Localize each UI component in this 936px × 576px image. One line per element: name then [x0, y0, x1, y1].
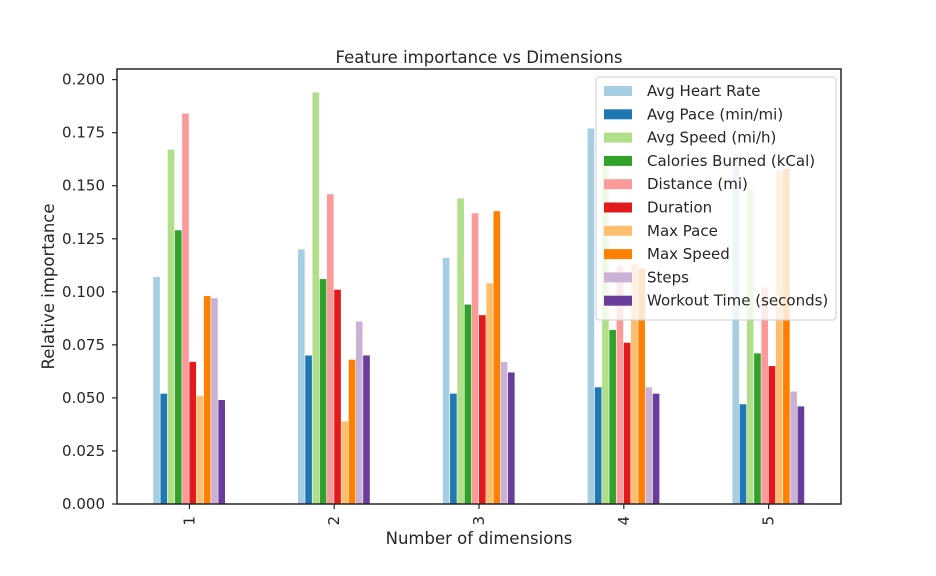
- y-tick-label: 0.000: [62, 495, 105, 513]
- legend-label: Steps: [647, 268, 689, 286]
- bar-workout-time-seconds-dim-1: [218, 400, 226, 504]
- y-tick-label: 0.125: [62, 230, 105, 248]
- legend-swatch: [604, 295, 632, 306]
- chart-title: Feature importance vs Dimensions: [335, 48, 622, 67]
- legend-label: Distance (mi): [647, 175, 748, 193]
- bar-max-pace-dim-2: [341, 421, 349, 504]
- bar-max-speed-dim-2: [348, 359, 356, 504]
- bar-avg-speed-mi-h-dim-1: [167, 149, 175, 504]
- bar-workout-time-seconds-dim-4: [652, 393, 660, 504]
- bar-duration-dim-2: [334, 289, 341, 504]
- bar-workout-time-seconds-dim-5: [797, 406, 805, 504]
- bar-distance-mi-dim-5: [761, 287, 769, 504]
- y-tick-label: 0.050: [62, 389, 105, 407]
- bars-group: [153, 92, 805, 505]
- bar-workout-time-seconds-dim-3: [507, 372, 515, 504]
- legend-swatch: [604, 109, 632, 120]
- x-axis-ticks: 1 2 3 4 5: [180, 504, 778, 526]
- bar-avg-speed-mi-h-dim-5: [746, 189, 754, 504]
- legend-label: Duration: [647, 199, 712, 217]
- legend-label: Avg Heart Rate: [647, 82, 760, 100]
- bar-steps-dim-4: [645, 387, 653, 504]
- bar-workout-time-seconds-dim-2: [363, 355, 370, 504]
- legend-swatch: [604, 202, 632, 213]
- bar-avg-pace-min-mi-dim-1: [160, 393, 168, 504]
- bar-steps-dim-5: [790, 391, 797, 504]
- y-tick-label: 0.100: [62, 283, 105, 301]
- legend-label: Workout Time (seconds): [647, 292, 828, 310]
- bar-avg-heart-rate-dim-5: [732, 158, 740, 504]
- bar-avg-pace-min-mi-dim-5: [739, 404, 747, 504]
- bar-max-speed-dim-1: [203, 296, 211, 504]
- x-tick-label: 2: [325, 516, 343, 526]
- bar-calories-burned-kcal-dim-3: [464, 304, 472, 504]
- legend-swatch: [604, 86, 632, 96]
- bar-calories-burned-kcal-dim-2: [319, 279, 327, 504]
- bar-max-pace-dim-5: [775, 170, 783, 504]
- legend-swatch: [604, 225, 632, 236]
- legend-swatch: [604, 132, 632, 143]
- bar-avg-pace-min-mi-dim-3: [450, 393, 457, 504]
- x-tick-label: 5: [760, 516, 778, 526]
- legend-label: Avg Pace (min/mi): [647, 105, 783, 123]
- x-tick-label: 1: [180, 516, 198, 526]
- legend-label: Calories Burned (kCal): [647, 152, 815, 170]
- legend-label: Avg Speed (mi/h): [647, 129, 776, 147]
- legend-label: Max Pace: [647, 222, 718, 240]
- legend: Avg Heart Rate Avg Pace (min/mi) Avg Speed…: [595, 76, 837, 321]
- bar-max-speed-dim-3: [493, 211, 501, 505]
- legend-swatch: [604, 179, 632, 190]
- bar-max-pace-dim-1: [196, 395, 204, 504]
- bar-distance-mi-dim-3: [471, 213, 479, 505]
- bar-distance-mi-dim-2: [326, 194, 334, 504]
- legend-swatch: [604, 249, 632, 260]
- bar-steps-dim-1: [211, 298, 218, 504]
- bar-steps-dim-2: [355, 321, 363, 504]
- x-tick-label: 4: [615, 516, 633, 526]
- legend-label: Max Speed: [647, 245, 730, 263]
- y-tick-label: 0.200: [62, 71, 105, 89]
- bar-avg-heart-rate-dim-1: [153, 276, 160, 504]
- bar-avg-speed-mi-h-dim-2: [312, 92, 320, 504]
- bar-duration-dim-5: [768, 366, 776, 504]
- bar-duration-dim-4: [623, 342, 631, 504]
- bar-max-speed-dim-4: [638, 268, 645, 504]
- bar-max-pace-dim-4: [631, 264, 638, 504]
- y-tick-label: 0.175: [62, 124, 105, 142]
- y-axis-label: Relative importance: [39, 203, 58, 369]
- bar-avg-heart-rate-dim-3: [442, 257, 450, 504]
- legend-box: [595, 76, 837, 321]
- bar-steps-dim-3: [500, 361, 508, 504]
- bar-distance-mi-dim-4: [616, 266, 624, 504]
- y-tick-label: 0.150: [62, 177, 105, 195]
- bar-avg-speed-mi-h-dim-3: [457, 198, 464, 504]
- bar-calories-burned-kcal-dim-4: [609, 330, 616, 504]
- bar-duration-dim-3: [479, 315, 486, 504]
- bar-calories-burned-kcal-dim-5: [754, 353, 761, 504]
- bar-max-pace-dim-3: [486, 283, 493, 504]
- bar-avg-heart-rate-dim-2: [298, 249, 305, 504]
- bar-calories-burned-kcal-dim-1: [174, 230, 182, 504]
- x-axis-label: Number of dimensions: [386, 529, 573, 548]
- y-tick-label: 0.075: [62, 336, 105, 354]
- legend-swatch: [604, 155, 632, 166]
- bar-avg-pace-min-mi-dim-2: [305, 355, 312, 504]
- bar-avg-pace-min-mi-dim-4: [594, 387, 602, 504]
- bar-duration-dim-1: [189, 361, 197, 504]
- bar-avg-heart-rate-dim-4: [587, 128, 595, 504]
- bar-max-speed-dim-5: [783, 168, 790, 505]
- y-axis-ticks: 0.000 0.025 0.050 0.075 0.100 0.125 0.150 0.175…: [62, 71, 117, 513]
- legend-swatch: [604, 272, 632, 283]
- bar-distance-mi-dim-1: [182, 113, 189, 504]
- bar-avg-speed-mi-h-dim-4: [602, 158, 609, 504]
- y-tick-label: 0.025: [62, 442, 105, 460]
- x-tick-label: 3: [470, 516, 488, 526]
